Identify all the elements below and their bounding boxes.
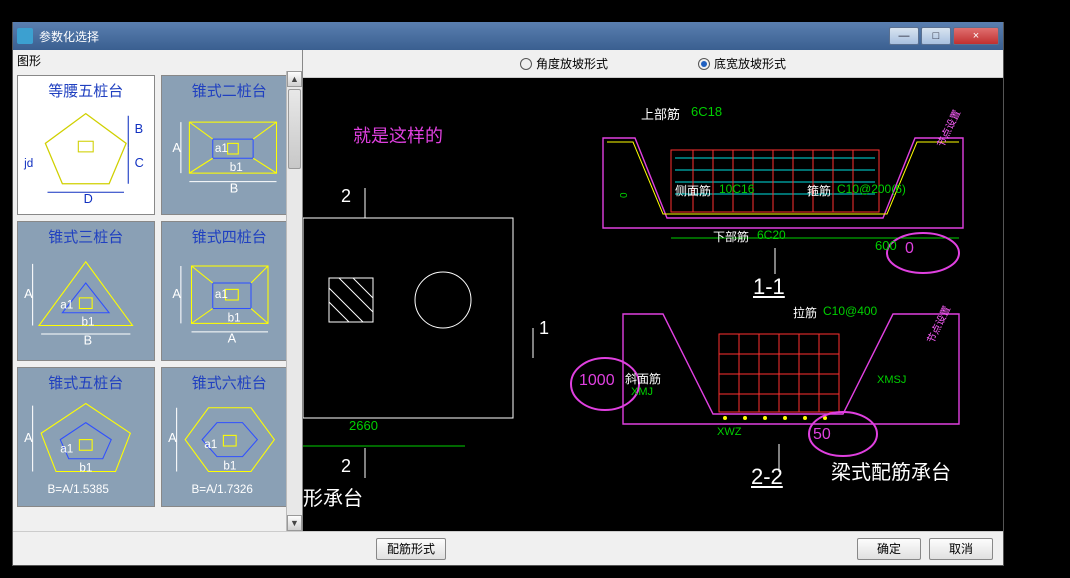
label-topbar: 上部筋 [641,104,680,123]
section-marker-2: 2 [341,186,351,207]
svg-text:b1: b1 [229,161,242,174]
titlebar[interactable]: 参数化选择 — □ × [13,22,1003,50]
thumb-diagram: A B a1 b1 [22,244,150,356]
label-diag: 斜面筋 [625,370,661,387]
minimize-button[interactable]: — [889,27,919,45]
client-area: 图形 等腰五桩台 B C D jd [13,50,1003,565]
shape-list-label: 图形 [13,50,302,71]
title-partial: 形承台 [303,482,363,511]
svg-text:A: A [172,286,181,301]
thumb-cone-5pile[interactable]: 锥式五桩台 A a1 b1 B=A/1.5385 [17,367,155,507]
close-button[interactable]: × [953,27,999,45]
thumb-cone-2pile[interactable]: 锥式二桩台 A B a1 b1 [161,75,299,215]
thumb-cone-6pile[interactable]: 锥式六桩台 A a1 b1 B=A/1.7326 [161,367,299,507]
svg-text:节点设置: 节点设置 [935,108,963,149]
svg-text:A: A [227,331,236,346]
svg-text:C: C [135,155,144,170]
val-sidebar: 10C16 [719,182,754,196]
highlight-50: 50 [813,426,831,444]
app-icon [17,28,33,44]
plan-view [303,188,543,508]
svg-text:A: A [24,430,33,445]
svg-text:a1: a1 [60,299,73,312]
section-marker-1: 1 [539,318,549,339]
shape-thumbnails: 等腰五桩台 B C D jd [13,71,302,531]
svg-text:a1: a1 [204,438,217,451]
svg-text:a1: a1 [214,288,227,301]
reinforcement-form-button[interactable]: 配筋形式 [376,538,446,560]
radio-bottomwidth-slope[interactable]: 底宽放坡形式 [698,55,786,72]
svg-text:A: A [168,430,177,445]
scroll-thumb[interactable] [288,89,301,169]
annotation-text: 就是这样的 [353,122,443,148]
val-botbar: 6C20 [757,228,786,242]
svg-text:B=A/1.7326: B=A/1.7326 [191,483,252,496]
preview-pane: 角度放坡形式 底宽放坡形式 就是这样的 [303,50,1003,531]
thumb-pentagon-5pile[interactable]: 等腰五桩台 B C D jd [17,75,155,215]
radio-angle-slope[interactable]: 角度放坡形式 [520,55,608,72]
svg-text:b1: b1 [82,316,95,329]
thumb-diagram: A a1 b1 B=A/1.5385 [22,390,150,502]
label-xmj: XMJ [631,386,653,398]
svg-text:a1: a1 [214,142,227,155]
label-sidebar: 侧面筋 [675,182,711,199]
radio-icon [698,58,710,70]
section-title-1-1: 1-1 [753,274,785,300]
svg-text:jd: jd [23,157,33,170]
drawing-canvas[interactable]: 就是这样的 2 [303,78,1003,531]
thumb-cone-4pile[interactable]: 锥式四桩台 A A a1 b1 [161,221,299,361]
slope-mode-radiogroup: 角度放坡形式 底宽放坡形式 [303,50,1003,78]
thumb-diagram: A A a1 b1 [166,244,294,356]
thumb-cone-3pile[interactable]: 锥式三桩台 A B a1 b1 [17,221,155,361]
val-tie: C10@400 [823,304,877,318]
label-tie: 拉筋 [793,304,817,321]
label-stirrup: 箍筋 [807,182,831,199]
svg-text:D: D [84,191,93,206]
shape-list-pane: 图形 等腰五桩台 B C D jd [13,50,303,531]
label-xwz: XWZ [717,426,741,438]
svg-text:b1: b1 [223,459,236,472]
svg-text:B: B [229,180,238,195]
scroll-up-arrow[interactable]: ▲ [287,71,302,87]
title-beam-reinf: 梁式配筋承台 [831,456,951,485]
section-title-2-2: 2-2 [751,464,783,490]
svg-text:b1: b1 [79,462,92,475]
svg-text:B=A/1.5385: B=A/1.5385 [48,483,109,496]
dialog-window: 参数化选择 — □ × 图形 等腰五桩台 B [12,22,1004,566]
svg-text:节点设置: 节点设置 [925,304,953,345]
svg-text:a1: a1 [60,442,73,455]
val-topbar: 6C18 [691,104,722,119]
thumb-scrollbar[interactable]: ▲ ▼ [286,71,302,531]
scroll-down-arrow[interactable]: ▼ [287,515,302,531]
svg-text:B: B [84,333,93,348]
svg-text:A: A [172,140,181,155]
main-grid: 图形 等腰五桩台 B C D jd [13,50,1003,531]
dim-600: 600 [875,238,897,253]
cancel-button[interactable]: 取消 [929,538,993,560]
window-buttons: — □ × [889,27,999,45]
highlight-0: 0 [905,240,914,258]
dim-2660: 2660 [349,418,378,433]
thumb-diagram: A B a1 b1 [166,98,294,210]
svg-text:A: A [24,286,33,301]
svg-text:b1: b1 [227,311,240,324]
section-marker-2: 2 [341,456,351,477]
label-xmsj: XMSJ [877,374,906,386]
val-stirrup: C10@200(6) [837,182,906,196]
ok-button[interactable]: 确定 [857,538,921,560]
radio-label: 底宽放坡形式 [714,55,786,72]
label-botbar: 下部筋 [713,228,749,245]
highlight-1000: 1000 [579,372,615,390]
thumb-diagram: A a1 b1 B=A/1.7326 [166,390,294,502]
svg-text:B: B [135,121,144,136]
window-title: 参数化选择 [39,28,889,45]
thumb-diagram: B C D jd [22,98,150,210]
dialog-buttonbar: 配筋形式 确定 取消 [13,531,1003,565]
radio-label: 角度放坡形式 [536,55,608,72]
svg-text:0: 0 [619,192,630,198]
maximize-button[interactable]: □ [921,27,951,45]
radio-icon [520,58,532,70]
